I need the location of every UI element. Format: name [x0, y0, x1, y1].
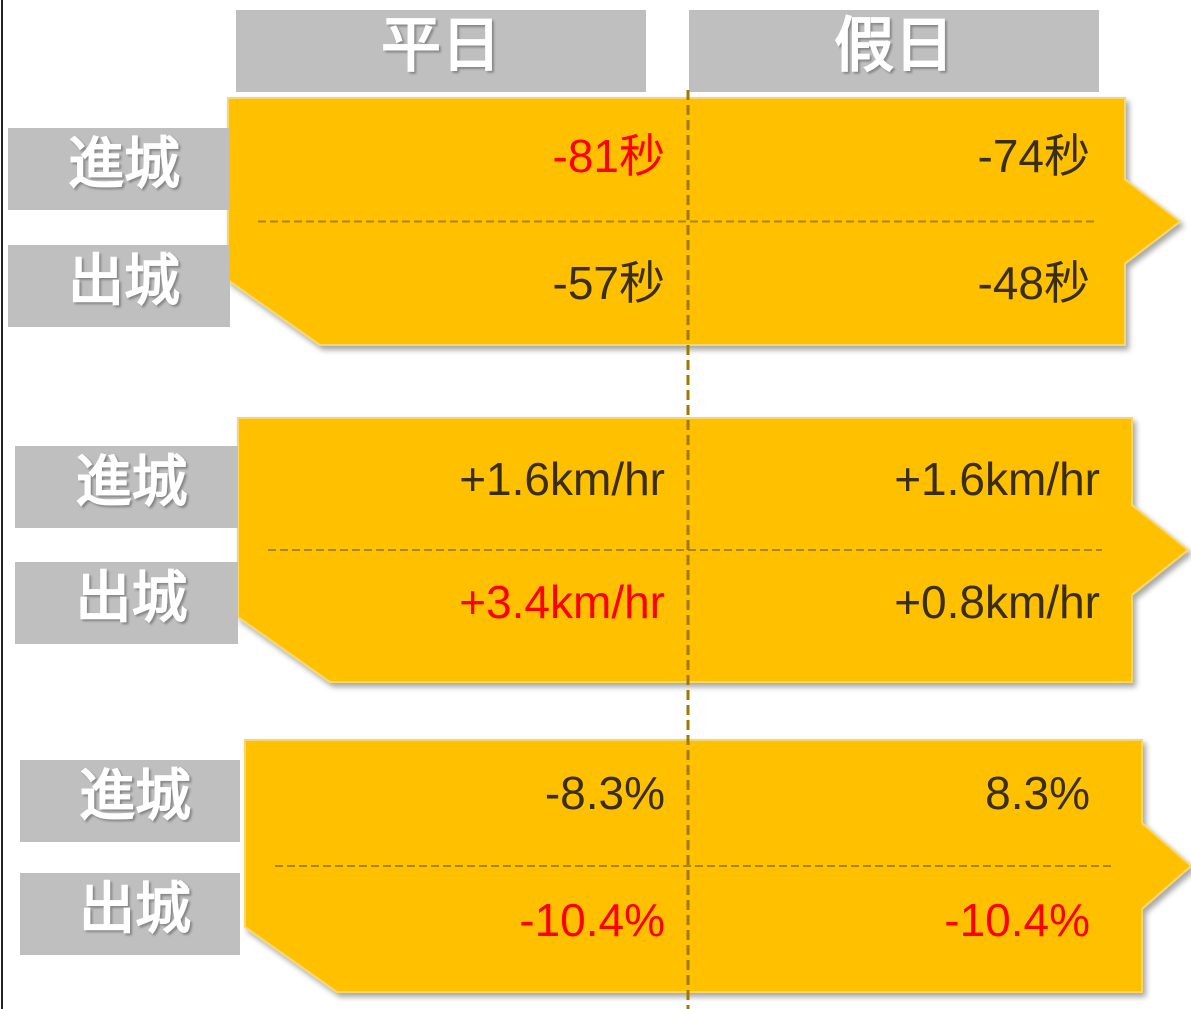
row-label-box — [15, 562, 238, 644]
row-label-box — [8, 245, 230, 327]
cell-value: +1.6km/hr — [459, 453, 665, 505]
cell-value: +0.8km/hr — [894, 576, 1100, 628]
row-label: 出城 — [68, 249, 180, 312]
row-label-box — [15, 446, 238, 528]
cell-value: +1.6km/hr — [894, 453, 1100, 505]
row-label: 出城 — [79, 877, 191, 940]
cell-value: -8.3% — [545, 767, 665, 819]
row-label: 進城 — [68, 132, 180, 195]
cell-value: -10.4% — [944, 894, 1090, 946]
cell-value: -81秒 — [553, 130, 665, 182]
row-label-box — [20, 873, 240, 955]
row-label-box — [20, 760, 240, 842]
cell-value: -10.4% — [519, 894, 665, 946]
cell-value: -74秒 — [978, 130, 1090, 182]
row-label: 進城 — [76, 450, 188, 513]
cell-value: -57秒 — [553, 257, 665, 309]
row-label: 出城 — [76, 566, 188, 629]
header-box — [689, 10, 1099, 92]
header-box — [236, 10, 646, 92]
cell-value: 8.3% — [985, 767, 1090, 819]
panel — [244, 739, 1191, 993]
header-label: 平日 — [381, 12, 501, 79]
row-label: 進城 — [79, 764, 191, 827]
row-label-box — [8, 128, 230, 210]
cell-value: +3.4km/hr — [459, 576, 665, 628]
cell-value: -48秒 — [978, 257, 1090, 309]
header-label: 假日 — [834, 12, 954, 79]
